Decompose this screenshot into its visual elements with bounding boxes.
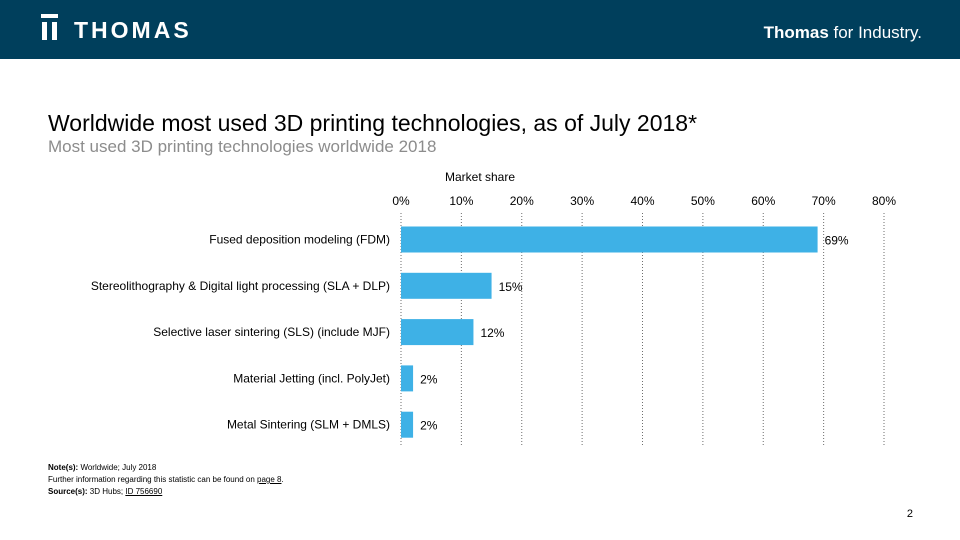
bar — [401, 411, 414, 438]
bar — [401, 272, 492, 299]
bar — [401, 226, 818, 253]
page-link[interactable]: page 8 — [257, 475, 282, 484]
category-label: Material Jetting (incl. PolyJet) — [233, 371, 390, 385]
category-label: Selective laser sintering (SLS) (include… — [153, 325, 390, 339]
tagline: Thomas for Industry. — [764, 23, 922, 43]
further-text: Further information regarding this stati… — [48, 475, 257, 484]
tagline-brand: Thomas — [763, 23, 829, 42]
source-label: Source(s): — [48, 487, 88, 496]
chart-notes: Note(s): Worldwide; July 2018 Further in… — [48, 462, 284, 498]
data-label: 15% — [499, 280, 523, 294]
x-tick-label: 50% — [691, 194, 715, 208]
page-title: Worldwide most used 3D printing technolo… — [48, 110, 698, 136]
x-tick-label: 30% — [570, 194, 594, 208]
category-label: Fused deposition modeling (FDM) — [209, 233, 390, 247]
x-tick-label: 20% — [510, 194, 534, 208]
axis-title: Market share — [445, 170, 515, 184]
category-label: Metal Sintering (SLM + DMLS) — [227, 418, 390, 432]
x-tick-label: 40% — [630, 194, 654, 208]
bar — [401, 319, 474, 346]
note-label: Note(s): — [48, 463, 79, 472]
data-label: 69% — [825, 234, 849, 248]
data-label: 2% — [420, 372, 438, 386]
data-label: 12% — [480, 326, 504, 340]
note-line: Note(s): Worldwide; July 2018 — [48, 462, 284, 474]
x-tick-label: 60% — [751, 194, 775, 208]
thomas-logo-icon — [40, 14, 62, 42]
x-tick-label: 0% — [392, 194, 410, 208]
thomas-logo[interactable]: THOMAS — [40, 13, 192, 43]
tagline-rest: for Industry. — [828, 23, 923, 42]
page-subtitle: Most used 3D printing technologies world… — [48, 137, 437, 156]
further-end: . — [281, 475, 284, 484]
statistic-id-link[interactable]: ID 756690 — [125, 487, 163, 496]
x-tick-label: 10% — [449, 194, 473, 208]
further-info-line: Further information regarding this stati… — [48, 474, 284, 486]
x-tick-label: 80% — [872, 194, 896, 208]
bar-chart: Market share 0% 10% 20% 30% 40% 50% 60% 70% 80% Fu… — [91, 170, 896, 447]
source-line: Source(s): 3D Hubs; ID 756690 — [48, 486, 284, 498]
page-number: 2 — [906, 508, 913, 520]
logo-text: THOMAS — [74, 16, 192, 43]
x-tick-label: 70% — [812, 194, 836, 208]
category-label: Stereolithography & Digital light proces… — [91, 279, 390, 293]
note-text: Worldwide; July 2018 — [78, 463, 157, 472]
source-text: 3D Hubs; — [87, 487, 126, 496]
bar — [401, 365, 414, 392]
data-label: 2% — [420, 419, 438, 433]
header-bar: THOMAS Thomas for Industry. — [0, 0, 960, 59]
